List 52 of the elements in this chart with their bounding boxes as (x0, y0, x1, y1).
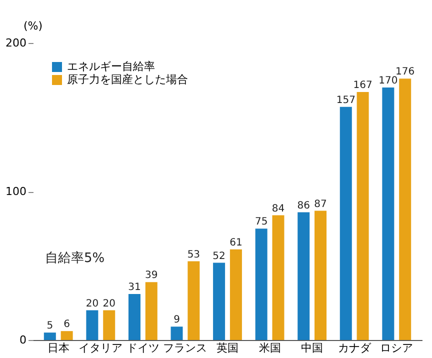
bar (213, 262, 226, 340)
bar (128, 294, 140, 340)
bar (340, 106, 352, 340)
x-tick-label: 米国 (258, 342, 281, 354)
annotation: 自給率5% (45, 250, 105, 266)
data-label: 167 (353, 80, 372, 92)
bar (44, 332, 56, 340)
bar (382, 88, 394, 340)
data-label: 52 (212, 250, 226, 262)
x-tick-label: 英国 (216, 342, 238, 354)
data-label: 84 (272, 203, 285, 214)
bar (314, 210, 327, 340)
bar (272, 215, 284, 340)
bar (86, 310, 98, 340)
x-tick-label: 日本 (47, 342, 70, 354)
data-label: 5 (46, 320, 54, 332)
data-label: 75 (254, 216, 268, 228)
legend-label: 原子力を国産とした場合 (67, 73, 188, 86)
data-label: 20 (86, 298, 99, 310)
x-tick-label: ロシア (380, 342, 414, 354)
data-label: 20 (102, 298, 116, 310)
data-label: 170 (378, 76, 398, 87)
bar (145, 282, 158, 340)
bar (103, 310, 116, 340)
bar (399, 78, 412, 340)
y-tick-label: 100 (6, 185, 26, 198)
data-label: 157 (336, 94, 356, 106)
data-label: 61 (230, 237, 242, 248)
bar (170, 326, 183, 340)
data-label: 31 (128, 282, 141, 293)
data-label: 176 (396, 66, 415, 78)
x-tick-label: 中国 (301, 342, 324, 354)
bar (255, 228, 268, 340)
bar (188, 261, 200, 340)
y-tick-label: 200 (6, 36, 26, 50)
y-axis-title: (%) (24, 20, 43, 32)
bar (230, 249, 242, 340)
data-label: 87 (314, 198, 327, 210)
legend-label: エネルギー自給率 (67, 60, 155, 73)
data-label: 39 (145, 270, 158, 282)
data-label: 9 (174, 314, 180, 326)
y-tick-label: 0 (20, 334, 26, 346)
data-label: 86 (297, 200, 310, 212)
x-tick-label: カナダ (338, 342, 372, 354)
data-label: 6 (64, 319, 70, 330)
data-label: 53 (187, 249, 200, 260)
x-tick-label: イタリア (78, 342, 123, 354)
x-tick-label: ドイツ (126, 342, 160, 354)
x-tick-label: フランス (163, 342, 208, 354)
bar (60, 331, 73, 340)
bar (356, 92, 369, 340)
bar (298, 212, 310, 340)
